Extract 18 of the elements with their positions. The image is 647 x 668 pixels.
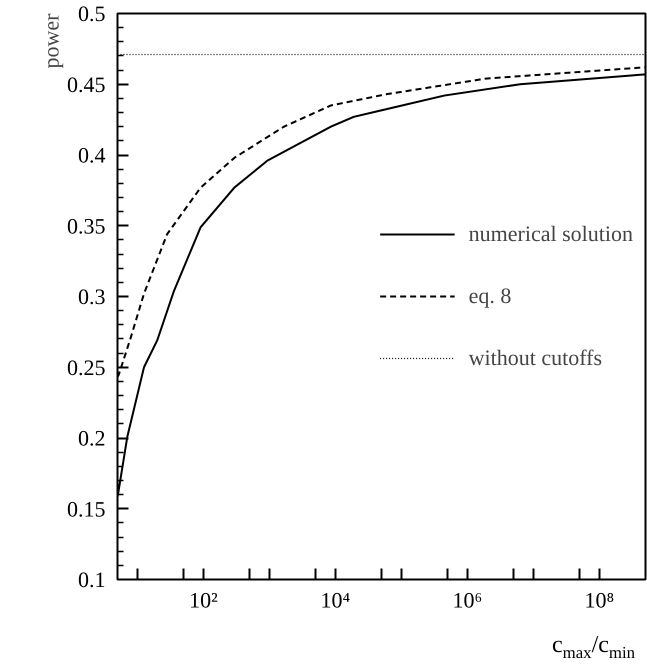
- x-tick-label: 10⁴: [320, 588, 351, 612]
- y-axis-title: power: [38, 12, 64, 68]
- legend-label: eq. 8: [468, 283, 512, 309]
- y-tick-label: 0.1: [78, 567, 106, 592]
- y-tick-label: 0.5: [78, 1, 106, 26]
- y-tick-label: 0.35: [67, 213, 106, 238]
- y-tick-label: 0.3: [78, 284, 106, 309]
- legend-label: numerical solution: [468, 221, 633, 247]
- y-tick-label: 0.15: [67, 496, 106, 522]
- legend-label: without cutoffs: [468, 345, 602, 371]
- x-tick-label: 10⁸: [584, 588, 614, 612]
- y-tick-label: 0.25: [67, 354, 106, 380]
- x-axis-title: c$_{max}$/c$_{min}$: [552, 632, 635, 664]
- x-tick-label: 10⁶: [452, 588, 482, 612]
- y-tick-label: 0.45: [67, 72, 106, 97]
- x-tick-label: 10²: [189, 588, 218, 612]
- y-tick-label: 0.2: [78, 426, 106, 450]
- y-tick-label: 0.4: [78, 142, 106, 168]
